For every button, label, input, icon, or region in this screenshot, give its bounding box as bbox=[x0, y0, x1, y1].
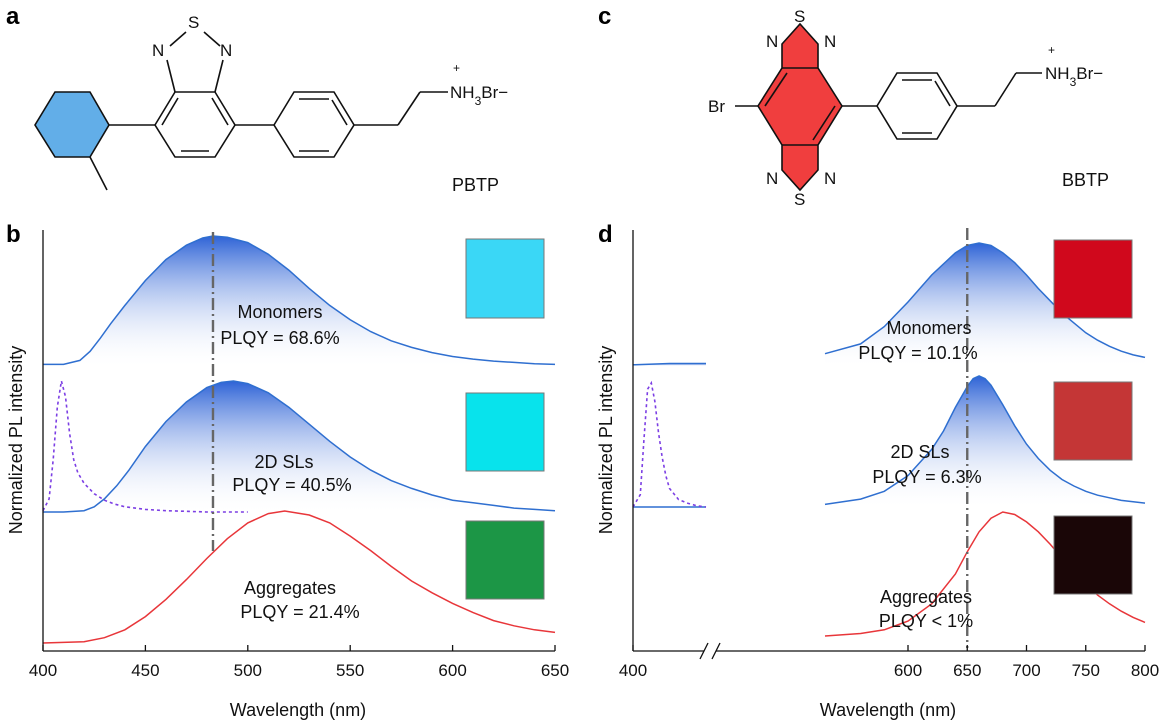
bbtp-nitrogen-tr-label: N bbox=[824, 32, 836, 51]
panel-letter-a: a bbox=[6, 3, 20, 30]
d-series-0-line-0 bbox=[632, 362, 706, 366]
pbtp-sulfur-label: S bbox=[188, 13, 199, 32]
d-xtick-label-5: 800 bbox=[1131, 661, 1159, 680]
pbtp-tolyl-ring bbox=[34, 91, 110, 158]
bbtp-bromine-label: Br bbox=[708, 97, 725, 116]
chart-b-ticks: 400 450 500 550 600 650 bbox=[29, 645, 569, 680]
d-series-2-line-0 bbox=[632, 380, 707, 508]
b-xtick-label-1: 450 bbox=[131, 661, 159, 680]
b-series-2-line-0 bbox=[42, 380, 248, 513]
chart-d-x-label: Wavelength (nm) bbox=[820, 700, 956, 720]
d-monomers-label: Monomers bbox=[886, 318, 971, 338]
d-aggregates-plqy: PLQY < 1% bbox=[879, 611, 973, 631]
bbtp-nitrogen-tl-label: N bbox=[766, 32, 778, 51]
pbtp-nitrogen-right-label: N bbox=[220, 41, 232, 60]
b-series-0-area-0 bbox=[43, 236, 555, 367]
d-xtick-label-1: 600 bbox=[894, 661, 922, 680]
d-2dsls-plqy: PLQY = 6.3% bbox=[872, 467, 981, 487]
b-monomers-plqy: PLQY = 68.6% bbox=[220, 328, 339, 348]
b-series-0-line-0 bbox=[43, 235, 556, 366]
pbtp-structure: S N N + NH3Br− PBTP bbox=[34, 13, 508, 195]
d-series-3-line-0 bbox=[824, 511, 1146, 637]
d-xtick-label-3: 700 bbox=[1012, 661, 1040, 680]
bbtp-name: BBTP bbox=[1062, 170, 1109, 190]
d-xtick-label-0: 400 bbox=[619, 661, 647, 680]
chart-b-x-label: Wavelength (nm) bbox=[230, 700, 366, 720]
panel-letter-b: b bbox=[6, 221, 21, 248]
d-series-0-line-1 bbox=[824, 242, 1146, 359]
d-aggregates-label: Aggregates bbox=[880, 587, 972, 607]
b-swatch-monomers bbox=[465, 238, 545, 319]
chart-d-y-label: Normalized PL intensity bbox=[596, 346, 616, 534]
d-monomers-plqy: PLQY = 10.1% bbox=[858, 343, 977, 363]
chart-b-curves bbox=[42, 232, 556, 644]
bbtp-nitrogen-bl-label: N bbox=[766, 169, 778, 188]
bbtp-plus-label: + bbox=[1048, 43, 1055, 57]
b-xtick-label-5: 650 bbox=[541, 661, 569, 680]
bbtp-sulfur-bottom-label: S bbox=[794, 190, 805, 209]
d-swatch-2dsls bbox=[1053, 381, 1133, 461]
bbtp-sulfur-top-label: S bbox=[794, 7, 805, 26]
b-series-3-line-0 bbox=[42, 510, 556, 644]
pbtp-nitrogen-left-label: N bbox=[152, 41, 164, 60]
pbtp-ammonium-label: NH3Br− bbox=[450, 83, 508, 108]
chart-d-ticks: 400 600 650 700 750 800 bbox=[619, 645, 1159, 680]
panel-letter-c: c bbox=[598, 3, 611, 30]
b-swatch-aggregates bbox=[465, 520, 545, 600]
b-monomers-label: Monomers bbox=[237, 302, 322, 322]
chart-d-curves bbox=[632, 228, 1146, 648]
b-2dsls-label: 2D SLs bbox=[254, 452, 313, 472]
b-xtick-label-4: 600 bbox=[438, 661, 466, 680]
b-xtick-label-0: 400 bbox=[29, 661, 57, 680]
panel-letter-d: d bbox=[598, 221, 613, 248]
d-series-0-area-1 bbox=[825, 243, 1145, 366]
b-aggregates-plqy: PLQY = 21.4% bbox=[240, 602, 359, 622]
bbtp-nitrogen-br-label: N bbox=[824, 169, 836, 188]
d-series-1-area-1 bbox=[825, 376, 1145, 507]
d-series-1-line-1 bbox=[824, 375, 1146, 506]
d-swatch-monomers bbox=[1053, 239, 1133, 319]
b-2dsls-plqy: PLQY = 40.5% bbox=[232, 475, 351, 495]
d-xtick-label-4: 750 bbox=[1072, 661, 1100, 680]
b-xtick-label-2: 500 bbox=[234, 661, 262, 680]
chart-d: 400 600 650 700 750 800 Wavelength (nm) Norma… bbox=[596, 228, 1159, 720]
d-xtick-label-2: 650 bbox=[953, 661, 981, 680]
chart-b-y-label: Normalized PL intensity bbox=[6, 346, 26, 534]
b-swatch-2dsls bbox=[465, 392, 545, 472]
chart-b-annotations: Monomers PLQY = 68.6% 2D SLs PLQY = 40.5… bbox=[220, 302, 359, 622]
chart-d-axis-break bbox=[699, 642, 721, 660]
d-swatch-aggregates bbox=[1053, 515, 1133, 595]
b-xtick-label-3: 550 bbox=[336, 661, 364, 680]
b-series-1-area-0 bbox=[43, 381, 555, 512]
b-series-1-line-0 bbox=[43, 380, 556, 513]
pbtp-name: PBTP bbox=[452, 175, 499, 195]
bbtp-structure: S S N N N N Br + NH3Br− BBTP bbox=[708, 7, 1109, 209]
pbtp-plus-label: + bbox=[453, 61, 460, 75]
bbtp-ammonium-label: NH3Br− bbox=[1045, 64, 1103, 89]
d-2dsls-label: 2D SLs bbox=[890, 442, 949, 462]
chart-b: 400 450 500 550 600 650 Wavelength (nm) Norma… bbox=[6, 230, 569, 720]
chart-d-annotations: Monomers PLQY = 10.1% 2D SLs PLQY = 6.3%… bbox=[858, 318, 981, 631]
b-aggregates-label: Aggregates bbox=[244, 578, 336, 598]
